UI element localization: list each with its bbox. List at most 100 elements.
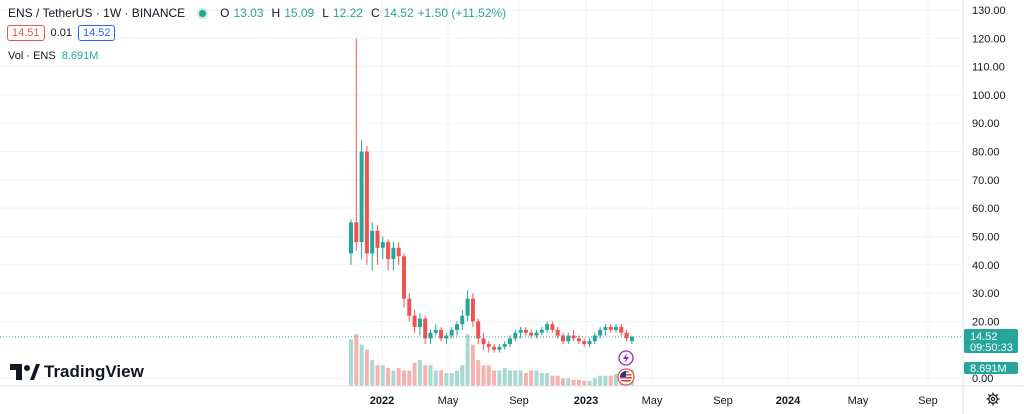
us-flag-icon[interactable]: [617, 368, 635, 386]
bid-button[interactable]: 14.51: [7, 25, 45, 41]
candle-body: [359, 151, 364, 243]
x-tick-label: 2023: [574, 395, 598, 407]
market-status-icon: [199, 9, 207, 17]
x-tick-label: May: [848, 395, 869, 407]
volume-bar: [423, 365, 428, 386]
volume-legend[interactable]: Vol · ENS 8.691M: [8, 50, 98, 62]
candle-body: [518, 329, 523, 333]
price-tag-price: 14.52: [970, 331, 998, 343]
volume-bar: [455, 370, 459, 386]
volume-bar: [550, 375, 555, 386]
symbol-legend[interactable]: ENS / TetherUS · 1W · BINANCE O 13.03 H 15…: [8, 6, 506, 20]
volume-bar: [561, 378, 565, 386]
volume-bar: [412, 362, 417, 386]
volume-bar: [380, 365, 385, 386]
candle-body: [561, 335, 565, 342]
x-tick-label: May: [642, 395, 663, 407]
volume-bar: [428, 365, 433, 386]
volume-bar: [603, 375, 608, 386]
x-tick-label: 2022: [370, 395, 394, 407]
candlesticks: [349, 38, 634, 353]
quote-row: 14.51 0.01 14.52: [7, 25, 116, 41]
price-tag-countdown: 09:50:33: [970, 342, 1013, 354]
volume-bar: [545, 373, 550, 386]
volume-bar: [502, 367, 507, 386]
y-tick-label: 50.00: [972, 231, 1000, 243]
candle-body: [508, 338, 512, 345]
volume-bar: [539, 373, 544, 386]
y-tick-label: 110.00: [972, 62, 1005, 74]
candle-body: [555, 329, 560, 336]
volume-bar: [402, 370, 406, 386]
candle-body: [470, 298, 475, 322]
volume-bar: [582, 380, 587, 386]
volume-bar: [460, 365, 465, 386]
tradingview-logo[interactable]: TradingView: [10, 362, 144, 382]
volume-bar: [476, 360, 481, 386]
ask-button[interactable]: 14.52: [77, 25, 116, 41]
candle-body: [587, 341, 592, 345]
candle-body: [386, 242, 391, 260]
tradingview-logo-icon: [10, 364, 40, 380]
candle-body: [391, 247, 396, 260]
candle-body: [502, 344, 507, 347]
volume-tag: 8.691M: [964, 362, 1018, 375]
settings-button[interactable]: [986, 392, 1000, 411]
candle-body: [460, 315, 465, 325]
candle-body: [364, 151, 369, 254]
x-tick-label: Sep: [918, 395, 938, 407]
candle-body: [396, 247, 401, 257]
x-tick-label: Sep: [509, 395, 529, 407]
high-label: H: [271, 6, 281, 20]
candle-body: [407, 298, 412, 316]
volume-bar: [497, 370, 502, 386]
candle-body: [598, 329, 603, 336]
volume-bar: [523, 373, 528, 386]
volume-legend-value: 8.691M: [61, 50, 99, 62]
candle-body: [444, 335, 449, 339]
volume-bar: [386, 367, 391, 386]
candle-body: [529, 332, 534, 336]
candle-body: [449, 329, 454, 336]
y-tick-label: 90.00: [972, 118, 1000, 130]
x-axis[interactable]: 2022 May Sep 2023 May Sep 2024 May Sep: [370, 395, 938, 407]
grid-lines: [0, 0, 963, 386]
volume-bar: [465, 334, 470, 386]
candle-body: [492, 346, 497, 350]
candle-body: [433, 329, 438, 333]
volume-bar: [566, 378, 571, 386]
close-value: 14.52: [383, 6, 414, 20]
volume-bar: [349, 339, 353, 386]
lightning-icon[interactable]: [618, 350, 634, 366]
symbol-title[interactable]: ENS / TetherUS · 1W · BINANCE: [8, 6, 186, 20]
y-tick-label: 0.00: [972, 373, 993, 385]
candle-body: [539, 329, 544, 333]
volume-bar: [513, 370, 518, 386]
y-tick-label: 100.00: [972, 90, 1006, 102]
candle-body: [603, 327, 608, 330]
volume-bar: [518, 370, 523, 386]
candle-body: [349, 222, 353, 254]
y-tick-label: 70.00: [972, 175, 1000, 187]
volume-bar: [439, 370, 444, 386]
volume-bar: [481, 365, 486, 386]
y-tick-label: 120.00: [972, 33, 1006, 45]
volume-bar: [370, 360, 375, 386]
y-tick-label: 60.00: [972, 203, 1000, 215]
candle-body: [566, 335, 571, 342]
candle-body: [513, 332, 518, 339]
candle-body: [423, 318, 428, 339]
y-axis[interactable]: 130.00 120.00 110.00 100.00 90.00 80.00 70.00 6…: [972, 5, 1006, 385]
volume-tag-value: 8.691M: [970, 363, 1007, 375]
volume-bar: [492, 370, 497, 386]
volume-bar: [508, 370, 512, 386]
open-label: O: [220, 6, 230, 20]
volume-bar: [534, 370, 539, 386]
x-tick-label: 2024: [776, 395, 801, 407]
candle-body: [375, 230, 380, 248]
high-value: 15.09: [284, 6, 315, 20]
change-value: +1.50 (+11.52%): [417, 6, 507, 20]
candle-body: [428, 332, 433, 339]
candle-body: [439, 329, 444, 339]
